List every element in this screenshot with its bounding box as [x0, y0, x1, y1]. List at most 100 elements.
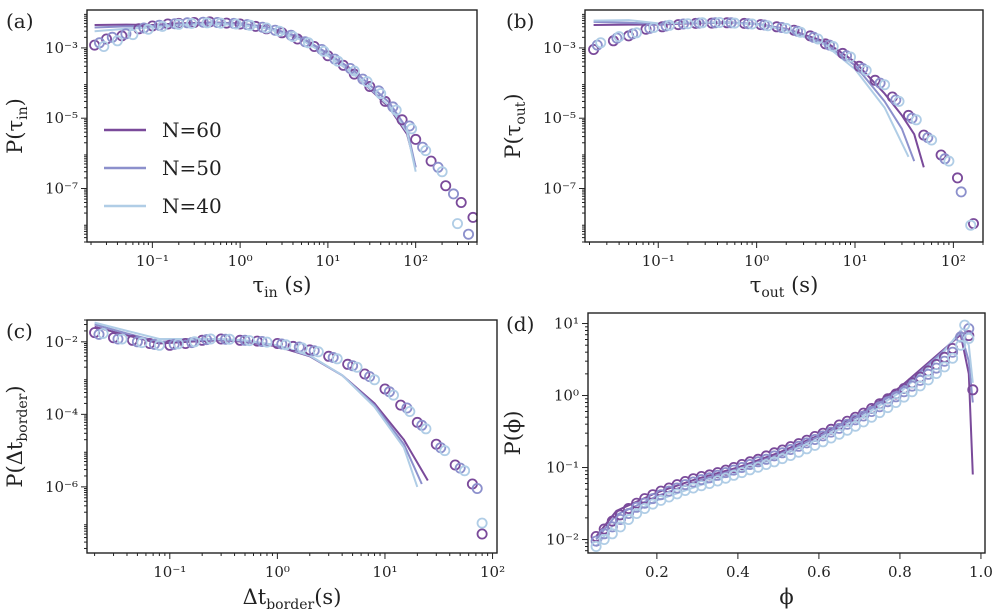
data-point-N40	[930, 367, 942, 379]
legend-entry-label: N=60	[162, 118, 222, 142]
data-point-N40	[858, 416, 870, 428]
data-point-N40	[906, 386, 918, 398]
y-axis-label-main: P(τ	[3, 120, 27, 154]
data-point-N50	[148, 338, 160, 350]
data-point-N40	[882, 402, 894, 414]
data-point-N40	[260, 22, 272, 34]
data-point-N40	[351, 361, 363, 373]
axes-frame	[584, 9, 984, 243]
x-axis-label-main: Δt	[243, 585, 267, 609]
plot-area	[89, 321, 488, 540]
panel-d: 0.2 0.4 0.6 0.8 1.0 10⁻² 10⁻¹ 10⁰ 10¹ (d) ϕ P(ϕ)	[501, 312, 993, 609]
data-point-N40	[664, 19, 676, 31]
plot-area	[590, 319, 979, 553]
y-tick-label: 10⁻³	[543, 39, 576, 57]
data-point-N40	[595, 37, 607, 49]
data-point-N50	[120, 28, 132, 40]
series-line-N40	[593, 19, 910, 158]
data-point-N50	[930, 362, 942, 374]
y-axis-label-tail: )	[501, 411, 525, 419]
y-axis-label-sub: in	[15, 106, 31, 120]
y-axis-label-main: P(Δt	[3, 441, 27, 487]
y-axis-label-main: P(ϕ	[501, 419, 525, 456]
data-point-N50	[93, 328, 105, 340]
x-axis-label-tail: (s)	[278, 273, 312, 297]
x-axis-label: ϕ	[779, 585, 793, 609]
data-point-N40	[914, 380, 926, 392]
data-point-N50	[201, 334, 213, 346]
data-point-N40	[156, 20, 168, 32]
panel-label: (b)	[506, 9, 534, 33]
data-point-N60	[396, 114, 408, 126]
data-point-N50	[955, 331, 967, 343]
y-tick-label: 10⁻⁵	[543, 109, 576, 127]
y-axis-label: P(τout)	[501, 93, 529, 158]
y-tick-label: 10⁻⁵	[45, 109, 78, 127]
data-point-N40	[439, 445, 451, 457]
data-point-N40	[153, 339, 165, 351]
data-point-N40	[189, 336, 201, 348]
data-point-N40	[302, 37, 314, 49]
data-point-N50	[471, 482, 483, 494]
data-point-N60	[425, 155, 437, 167]
data-point-N40	[312, 346, 324, 358]
data-point-N60	[952, 172, 964, 184]
data-point-N60	[623, 502, 635, 514]
data-point-N50	[709, 17, 721, 29]
data-point-N40	[451, 218, 463, 230]
data-point-N40	[696, 17, 708, 29]
legend-entry-label: N=50	[162, 156, 222, 180]
data-point-N40	[318, 45, 330, 57]
data-point-N40	[173, 18, 185, 30]
data-point-N40	[947, 352, 959, 364]
data-point-N50	[898, 386, 910, 398]
y-tick-label: 10⁻³	[45, 39, 78, 57]
y-axis-label: P(Δtborder)	[3, 385, 31, 487]
series-line-N60	[94, 21, 417, 168]
x-tick-label: 10¹	[315, 252, 340, 270]
x-axis-label-main: ϕ	[779, 585, 793, 609]
data-point-N40	[420, 145, 432, 157]
data-point-N50	[611, 32, 623, 44]
data-point-N50	[623, 507, 635, 519]
panel-label: (a)	[6, 9, 34, 33]
data-point-N40	[959, 319, 971, 331]
data-point-N50	[677, 18, 689, 30]
data-point-N40	[136, 337, 148, 349]
y-tick-label: 10⁻²	[45, 333, 78, 351]
data-point-N40	[682, 18, 694, 30]
data-point-N40	[111, 35, 123, 47]
data-point-N40	[874, 407, 886, 419]
data-point-N40	[762, 20, 774, 32]
x-tick-label: 10⁰	[744, 252, 769, 270]
data-point-N60	[410, 133, 422, 145]
data-point-N40	[243, 335, 255, 347]
series-line-N40	[94, 23, 417, 172]
data-point-N40	[404, 405, 416, 417]
data-point-N60	[440, 180, 452, 192]
data-point-N60	[476, 528, 488, 540]
panel-c: 10⁻¹ 10⁰ 10¹ 10²10⁻²10⁻⁴10⁻⁶(c)Δtborder(s)P…	[3, 319, 505, 613]
data-point-N40	[898, 391, 910, 403]
x-axis-label: Δtborder(s)	[243, 585, 342, 613]
data-point-N40	[296, 342, 308, 354]
y-axis-label-sub: border	[15, 393, 31, 441]
data-point-N40	[97, 327, 109, 339]
data-point-N40	[893, 95, 905, 107]
data-point-N50	[598, 528, 610, 540]
data-point-N40	[186, 17, 198, 29]
data-point-N40	[215, 17, 227, 29]
y-tick-label: 10⁰	[554, 387, 579, 405]
data-point-N40	[368, 374, 380, 386]
data-point-N60	[967, 384, 979, 396]
data-point-N50	[168, 338, 180, 350]
data-point-N40	[631, 507, 643, 519]
panel-label: (d)	[506, 312, 534, 336]
legend-entry-label: N=40	[162, 194, 222, 218]
data-point-N40	[965, 219, 977, 231]
data-point-N40	[387, 389, 399, 401]
x-tick-label: 0.6	[807, 563, 831, 581]
x-axis-label: τout (s)	[750, 273, 819, 301]
